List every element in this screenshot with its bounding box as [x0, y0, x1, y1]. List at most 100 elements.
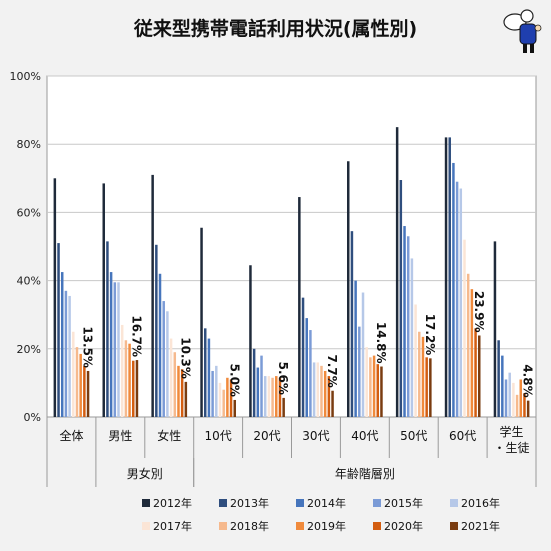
bar [358, 326, 361, 417]
bar [455, 181, 459, 417]
bar [173, 352, 177, 417]
bar [523, 393, 526, 417]
bar [399, 180, 403, 417]
bar [113, 282, 117, 417]
data-label: 17.2% [423, 314, 437, 356]
bar [72, 331, 75, 417]
bar [162, 301, 165, 417]
bar [526, 400, 530, 417]
bar [169, 338, 173, 417]
group-label: 男女別 [127, 466, 163, 481]
bar [158, 273, 162, 417]
bar [106, 241, 109, 417]
bar [102, 183, 105, 417]
legend-swatch [142, 499, 150, 507]
bar [68, 295, 71, 417]
bar [151, 174, 154, 417]
legend-label: 2021年 [461, 519, 500, 533]
y-tick-label: 20% [17, 343, 41, 356]
bar [57, 243, 60, 417]
bar [305, 318, 308, 417]
y-tick-label: 100% [10, 70, 41, 83]
bar [180, 369, 184, 417]
data-label: 5.6% [276, 362, 290, 395]
legend-label: 2015年 [384, 496, 423, 510]
data-label: 16.7% [129, 315, 143, 357]
bar [347, 161, 350, 417]
bar [410, 258, 414, 417]
y-tick-label: 80% [17, 138, 41, 151]
bar [316, 362, 320, 417]
bar [177, 365, 180, 417]
y-tick-label: 0% [24, 411, 41, 424]
y-tick-label: 60% [17, 206, 41, 219]
legend-label: 2012年 [153, 496, 192, 510]
mascot-illustration [503, 9, 542, 53]
bar [512, 382, 515, 417]
legend-label: 2017年 [153, 519, 192, 533]
bar [497, 340, 500, 417]
legend-swatch [373, 522, 381, 530]
y-tick-label: 40% [17, 275, 41, 288]
bar [260, 355, 263, 417]
legend-swatch [296, 522, 304, 530]
bar [463, 239, 466, 417]
plot-area [46, 75, 537, 418]
x-tick-label: 全体 [59, 428, 83, 443]
bar [218, 382, 222, 417]
bar [350, 231, 354, 417]
bar [395, 127, 399, 418]
bar [64, 290, 68, 417]
data-label: 10.3% [178, 337, 192, 379]
bar [452, 162, 455, 417]
bar [376, 364, 380, 417]
bar [132, 360, 135, 417]
bar [215, 365, 218, 417]
legend-swatch [373, 499, 381, 507]
bar [200, 227, 203, 417]
bar [233, 399, 236, 417]
x-tick-label: ・生徒 [494, 441, 530, 455]
legend-swatch [219, 499, 227, 507]
legend-label: 2013年 [230, 496, 269, 510]
bar [124, 340, 128, 417]
bar [493, 241, 497, 417]
bar [429, 358, 432, 417]
bar [425, 357, 428, 417]
bar [275, 376, 278, 417]
x-tick-label: 40代 [351, 429, 378, 443]
bar [354, 280, 357, 417]
bar [406, 236, 410, 417]
bar [222, 389, 225, 417]
bar [418, 331, 421, 417]
bar [86, 370, 90, 417]
legend-label: 2018年 [230, 519, 269, 533]
bar [312, 362, 316, 417]
legend-label: 2016年 [461, 496, 500, 510]
bar [109, 272, 113, 417]
bar [155, 244, 158, 417]
bar [278, 377, 282, 417]
bar [508, 372, 511, 417]
data-label: 5.0% [227, 364, 241, 397]
legend-swatch [450, 499, 458, 507]
bar [128, 343, 131, 417]
data-label: 23.9% [472, 291, 486, 333]
x-tick-label: 10代 [205, 429, 232, 443]
bar [252, 348, 256, 417]
x-tick-label: 女性 [157, 428, 181, 443]
bar [117, 282, 120, 417]
bar [309, 330, 312, 417]
legend-swatch [296, 499, 304, 507]
legend-swatch [219, 522, 227, 530]
data-label: 7.7% [325, 354, 339, 387]
x-tick-label: 学生 [500, 424, 524, 439]
bar [79, 353, 82, 417]
bar [301, 297, 305, 417]
bar [466, 273, 470, 417]
bar [519, 379, 523, 417]
bar [226, 377, 229, 417]
data-label: 14.8% [374, 322, 388, 364]
bar [75, 347, 79, 417]
